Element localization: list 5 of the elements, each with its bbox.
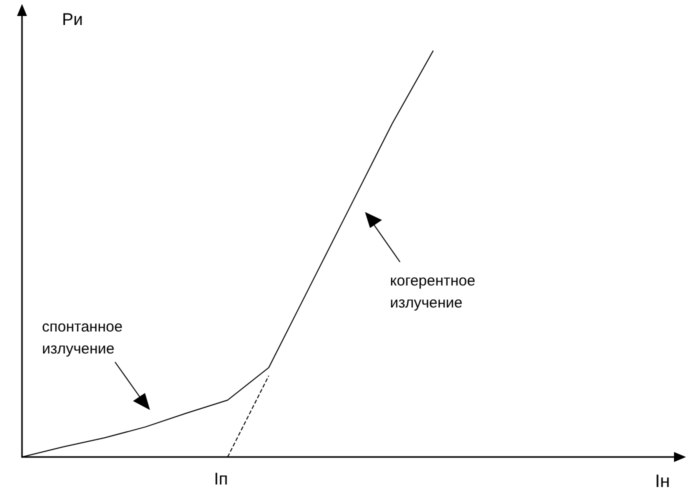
y-axis-title: Pи [62,10,83,29]
x-axis-title: Iн [655,471,670,491]
annotation: спонтанное излучение [42,318,123,358]
annotation: когерентное излучение [390,272,476,312]
text: Iп [214,470,228,488]
